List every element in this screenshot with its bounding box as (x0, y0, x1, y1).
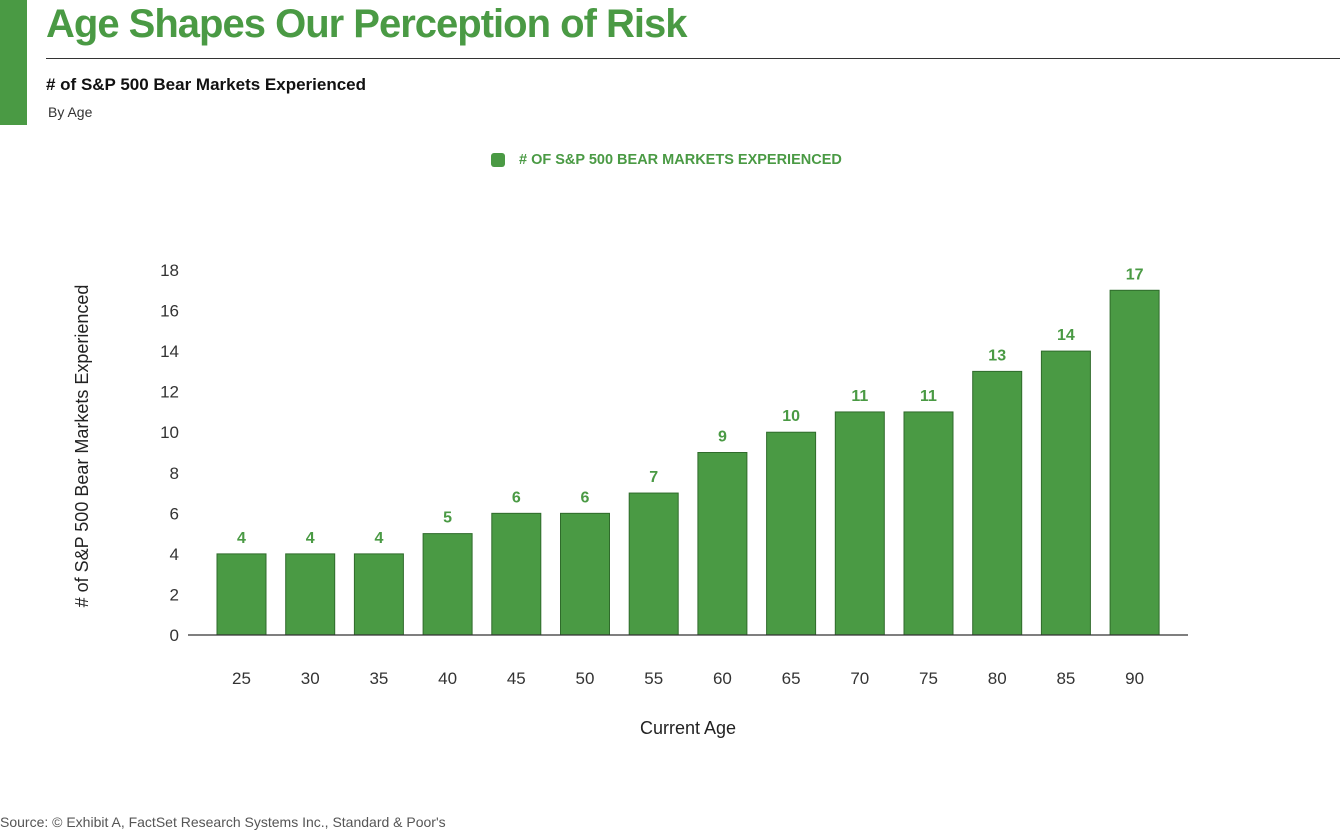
data-label: 10 (782, 408, 800, 425)
data-label: 11 (920, 388, 937, 405)
legend: # OF S&P 500 BEAR MARKETS EXPERIENCED (491, 152, 842, 168)
bar-age-60 (697, 452, 748, 636)
legend-label: # OF S&P 500 BEAR MARKETS EXPERIENCED (519, 152, 842, 168)
bar-age-75 (903, 411, 954, 636)
bar-age-40 (422, 533, 473, 636)
legend-swatch (491, 153, 505, 167)
bar-age-65 (766, 431, 817, 636)
x-tick-label: 80 (988, 669, 1007, 688)
x-axis-ticks: 25 30 35 40 45 50 55 60 65 70 75 80 85 90 (232, 669, 1144, 688)
x-tick-label: 25 (232, 669, 251, 688)
y-axis-ticks: 0 2 4 6 8 10 12 14 16 18 (160, 261, 179, 645)
x-tick-label: 35 (369, 669, 388, 688)
bars (216, 289, 1160, 636)
y-tick-label: 2 (170, 585, 179, 604)
y-tick-label: 10 (160, 423, 179, 442)
title-divider (46, 58, 1340, 59)
bar-age-50 (560, 512, 610, 636)
y-tick-label: 6 (170, 504, 179, 523)
x-tick-label: 90 (1125, 669, 1144, 688)
chart-subtitle: # of S&P 500 Bear Markets Experienced (46, 75, 367, 94)
y-tick-label: 18 (160, 261, 179, 280)
x-tick-label: 50 (576, 669, 595, 688)
data-label: 4 (237, 530, 246, 547)
x-tick-label: 75 (919, 669, 938, 688)
bar-age-25 (216, 553, 267, 636)
page-title: Age Shapes Our Perception of Risk (46, 2, 687, 46)
x-tick-label: 45 (507, 669, 526, 688)
data-label: 14 (1057, 327, 1075, 344)
data-label: 6 (512, 489, 521, 506)
x-tick-label: 30 (301, 669, 320, 688)
data-label: 17 (1126, 266, 1144, 283)
x-tick-label: 70 (850, 669, 869, 688)
bar-age-70 (834, 411, 885, 636)
y-tick-label: 8 (170, 464, 179, 483)
data-label: 9 (718, 429, 727, 446)
x-tick-label: 60 (713, 669, 732, 688)
bar-age-35 (353, 553, 404, 636)
data-label: 13 (988, 347, 1006, 364)
data-label: 4 (306, 530, 315, 547)
bar-age-90 (1109, 289, 1160, 636)
y-tick-label: 4 (170, 545, 179, 564)
y-tick-label: 16 (160, 302, 179, 321)
data-label: 11 (851, 388, 868, 405)
chart-subsubtitle: By Age (48, 104, 93, 120)
y-tick-label: 12 (160, 383, 179, 402)
data-label: 6 (581, 489, 590, 506)
data-label: 4 (374, 530, 383, 547)
bar-age-30 (285, 553, 336, 636)
bar-age-85 (1040, 350, 1091, 636)
y-axis-title: # of S&P 500 Bear Markets Experienced (72, 285, 92, 608)
x-tick-label: 65 (782, 669, 801, 688)
data-label: 7 (649, 469, 658, 486)
bar-age-45 (491, 512, 542, 636)
source-note: Source: © Exhibit A, FactSet Research Sy… (0, 814, 446, 830)
x-axis-title: Current Age (640, 718, 736, 738)
accent-bar (0, 0, 27, 125)
data-labels: 4 4 4 5 6 6 7 9 10 11 11 13 14 17 (237, 266, 1144, 547)
bar-age-55 (628, 492, 679, 636)
x-tick-label: 55 (644, 669, 663, 688)
y-tick-label: 0 (170, 626, 179, 645)
y-tick-label: 14 (160, 342, 179, 361)
bar-age-80 (972, 370, 1023, 636)
data-label: 5 (443, 510, 452, 527)
x-tick-label: 85 (1056, 669, 1075, 688)
x-tick-label: 40 (438, 669, 457, 688)
